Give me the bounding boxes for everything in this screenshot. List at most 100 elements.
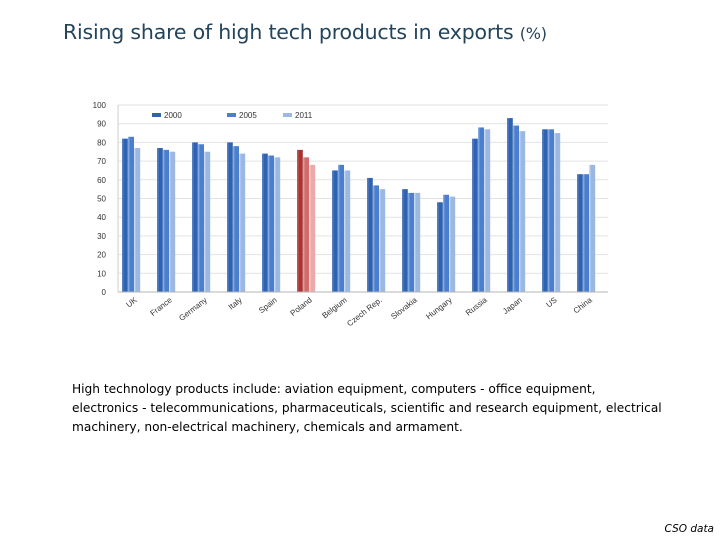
bar-china-2000 — [577, 174, 583, 292]
y-tick-label: 70 — [97, 157, 106, 166]
x-tick-label: China — [572, 295, 594, 315]
bar-france-2011 — [169, 151, 176, 292]
gridlines — [118, 104, 608, 274]
bar-shade — [332, 170, 334, 292]
bar-uk-2000 — [122, 138, 128, 292]
x-tick-label: US — [544, 295, 558, 309]
bar-us-2000 — [542, 129, 548, 292]
bar-shade — [554, 133, 556, 292]
bar-shade — [478, 127, 480, 292]
bar-shade — [507, 118, 509, 292]
bar-shade — [449, 196, 451, 292]
y-tick-label: 30 — [97, 232, 106, 241]
y-tick-label: 90 — [97, 120, 106, 129]
bar-italy-2011 — [239, 153, 246, 292]
y-tick-label: 80 — [97, 138, 106, 147]
bar-slovakia-2000 — [402, 189, 408, 292]
bar-shade — [373, 185, 375, 292]
x-axis-ticks: UK France Germany Italy Spain Poland BelgiumCz… — [124, 295, 594, 328]
bar-japan-2005 — [513, 125, 519, 292]
bar-shade — [303, 157, 305, 292]
bar-shade — [338, 164, 340, 292]
y-tick-label: 60 — [97, 176, 106, 185]
bar-shade — [542, 129, 544, 292]
bar-shade — [484, 129, 486, 292]
bar-germany-2011 — [204, 151, 211, 292]
bar-russia-2005 — [478, 127, 484, 292]
y-tick-label: 0 — [102, 288, 107, 297]
y-tick-label: 20 — [97, 251, 106, 260]
bar-shade — [513, 125, 515, 292]
legend-swatch-2005 — [227, 113, 236, 117]
bar-shade — [367, 177, 369, 292]
bar-hungary-2011 — [449, 196, 456, 292]
bar-us-2011 — [554, 133, 561, 292]
bar-russia-2000 — [472, 138, 478, 292]
bar-shade — [344, 170, 346, 292]
bar-shade — [297, 149, 299, 292]
x-tick-label: Spain — [257, 295, 279, 315]
bar-china-2011 — [589, 164, 596, 292]
bar-shade — [227, 142, 229, 292]
bar-chart: 0 10 20 30 40 50 60 70 80 90 100 UK France Germany It… — [93, 101, 608, 328]
legend-label-2005: 2005 — [239, 111, 257, 120]
legend: 2000 2005 2011 — [152, 111, 313, 120]
x-tick-label: Slovakia — [389, 295, 419, 321]
bar-spain-2000 — [262, 153, 268, 292]
bars — [122, 118, 596, 292]
bar-shade — [128, 136, 130, 292]
bar-shade — [414, 192, 416, 292]
bar-shade — [204, 151, 206, 292]
bar-poland-2011 — [309, 164, 316, 292]
bar-us-2005 — [548, 129, 554, 292]
bar-shade — [239, 153, 241, 292]
bar-slovakia-2011 — [414, 192, 421, 292]
bar-shade — [408, 192, 410, 292]
legend-label-2011: 2011 — [295, 111, 313, 120]
bar-hungary-2000 — [437, 202, 443, 292]
bar-shade — [274, 157, 276, 292]
x-tick-label: Italy — [227, 295, 244, 311]
bar-spain-2011 — [274, 157, 281, 292]
legend-swatch-2011 — [283, 113, 292, 117]
bar-belgium-2005 — [338, 164, 344, 292]
bar-shade — [472, 138, 474, 292]
legend-label-2000: 2000 — [164, 111, 182, 120]
title-unit: (%) — [519, 24, 547, 43]
bar-shade — [169, 151, 171, 292]
x-tick-label: Czech Rep. — [345, 295, 383, 328]
y-axis-ticks: 0 10 20 30 40 50 60 70 80 90 100 — [93, 101, 107, 297]
bar-italy-2000 — [227, 142, 233, 292]
bar-czech-rep-2011 — [379, 189, 386, 292]
bar-shade — [134, 148, 136, 292]
bar-shade — [192, 142, 194, 292]
bar-spain-2005 — [268, 155, 274, 292]
bar-china-2005 — [583, 174, 589, 292]
bar-czech-rep-2000 — [367, 177, 373, 292]
y-tick-label: 40 — [97, 213, 106, 222]
bar-shade — [589, 164, 591, 292]
bar-russia-2011 — [484, 129, 491, 292]
bar-shade — [122, 138, 124, 292]
bar-shade — [309, 164, 311, 292]
bar-belgium-2000 — [332, 170, 338, 292]
x-tick-label: Germany — [177, 295, 208, 322]
x-tick-label: Belgium — [320, 295, 349, 320]
bar-slovakia-2005 — [408, 192, 414, 292]
bar-belgium-2011 — [344, 170, 351, 292]
bar-shade — [577, 174, 579, 292]
x-tick-label: UK — [124, 295, 139, 309]
bar-shade — [379, 189, 381, 292]
bar-shade — [262, 153, 264, 292]
description-text: High technology products include: aviati… — [72, 382, 662, 434]
bar-shade — [163, 149, 165, 292]
bar-poland-2000 — [297, 149, 303, 292]
bar-shade — [198, 144, 200, 292]
bar-czech-rep-2005 — [373, 185, 379, 292]
bar-shade — [402, 189, 404, 292]
bar-italy-2005 — [233, 146, 239, 292]
bar-uk-2005 — [128, 136, 134, 292]
source-note: CSO data — [664, 523, 714, 535]
bar-germany-2005 — [198, 144, 204, 292]
bar-shade — [437, 202, 439, 292]
